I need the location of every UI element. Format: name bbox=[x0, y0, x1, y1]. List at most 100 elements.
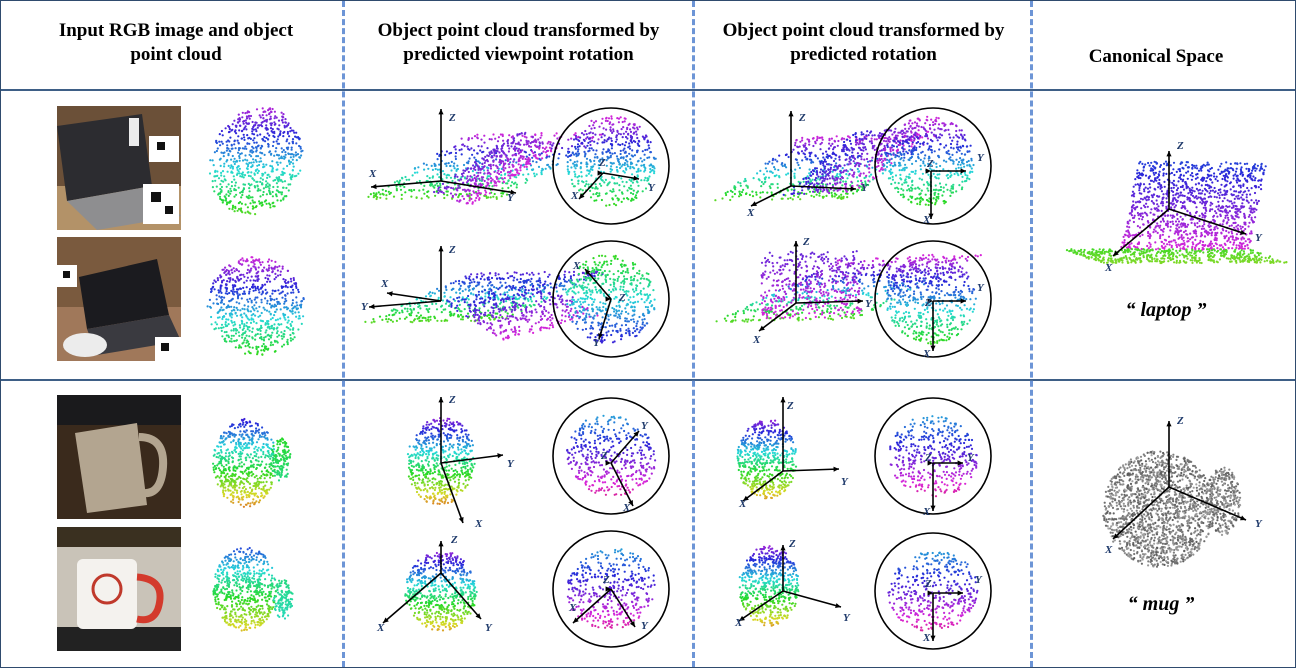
mug-vp-circle-axes-2: Z X Y bbox=[568, 574, 649, 632]
mug-input-cloud-2 bbox=[212, 546, 278, 632]
axis-label-y: Y bbox=[507, 458, 515, 470]
mug-rot-circle-2 bbox=[874, 532, 992, 650]
mug-rot-circle-axes-1: Z Y X bbox=[922, 452, 975, 518]
laptop-rot-circle-axes-1: Z Y X bbox=[922, 152, 985, 226]
mug-photo-1 bbox=[57, 395, 181, 519]
laptop-rot-circle-2 bbox=[874, 240, 992, 358]
mug-rot-axes-2: Z X Y bbox=[734, 538, 851, 629]
mug-photo-2 bbox=[57, 527, 181, 651]
mug-vp-axes-2: Z X Y bbox=[376, 534, 493, 634]
laptop-vp-circle-axes-1: Z X Y bbox=[570, 157, 656, 202]
mug-rot-circle-axes-2: Z Y X bbox=[922, 574, 983, 644]
mug-rot-circle-cloud-2 bbox=[887, 551, 979, 632]
laptop-vp-circle-cloud-1 bbox=[566, 115, 657, 207]
column-divider-1 bbox=[342, 1, 345, 667]
axis-label-x: X bbox=[922, 632, 931, 644]
mug-vp-circle-cloud-1 bbox=[566, 414, 657, 496]
laptop-rot-axes-2: Z X Y bbox=[752, 236, 873, 346]
laptop-vp-circle-cloud-2 bbox=[565, 254, 656, 344]
laptop-canonical-screen bbox=[1120, 160, 1267, 252]
axis-label-z: Z bbox=[598, 157, 606, 169]
mug-vp-circle-2 bbox=[552, 530, 670, 648]
mug-input-cloud-1 bbox=[212, 417, 278, 508]
axis-label-x: X bbox=[572, 260, 581, 272]
laptop-photo-1 bbox=[57, 106, 181, 230]
axis-label-y: Y bbox=[507, 192, 515, 204]
laptop-vp-axes-1: Z X Y bbox=[368, 109, 517, 204]
mug-input-cloud-1-handle bbox=[270, 437, 292, 482]
mug-rot-circle-1 bbox=[874, 397, 992, 515]
laptop-rot-cloud-1a bbox=[714, 133, 936, 202]
laptop-rot-cloud-2b bbox=[760, 250, 863, 320]
header-canonical-space: Canonical Space bbox=[1088, 46, 1224, 67]
header-viewpoint-rotation: Object point cloud transformed by predic… bbox=[377, 20, 660, 65]
axis-label-y: Y bbox=[361, 301, 369, 313]
axis-label-z: Z bbox=[798, 112, 806, 124]
axis-label-x: X bbox=[376, 622, 385, 634]
axis-label-x: X bbox=[474, 518, 483, 530]
laptop-rot-circle-1 bbox=[874, 107, 992, 225]
axis-label-y: Y bbox=[1255, 518, 1263, 530]
axis-label-y: Y bbox=[977, 282, 985, 294]
mug-vp-circle-axes-1: Z Y X bbox=[600, 420, 649, 514]
category-label-laptop: “ laptop ” bbox=[1125, 299, 1207, 321]
axis-label-x: X bbox=[752, 334, 761, 346]
column-divider-3 bbox=[1030, 1, 1033, 667]
axis-label-z: Z bbox=[618, 292, 626, 304]
laptop-rot-circle-cloud-2 bbox=[886, 253, 977, 345]
axis-label-z: Z bbox=[926, 158, 934, 170]
axis-label-z: Z bbox=[924, 297, 932, 309]
axis-label-x: X bbox=[746, 207, 755, 219]
mug-rot-axes-1: Z X Y bbox=[738, 397, 849, 510]
axis-label-z: Z bbox=[788, 538, 796, 550]
mug-rot-circle-cloud-1 bbox=[889, 415, 978, 498]
axis-label-y: Y bbox=[641, 420, 649, 432]
laptop-input-cloud-2 bbox=[206, 256, 305, 356]
laptop-rot-cloud-1b bbox=[782, 126, 932, 196]
mug-canonical-cloud bbox=[1102, 450, 1216, 568]
axis-label-y: Y bbox=[841, 476, 849, 488]
axis-label-z: Z bbox=[1176, 140, 1184, 152]
header-rotation: Object point cloud transformed by predic… bbox=[722, 20, 1005, 65]
axis-label-x: X bbox=[922, 348, 931, 360]
column-divider-2 bbox=[692, 1, 695, 667]
axis-label-x: X bbox=[922, 506, 931, 518]
axis-label-y: Y bbox=[593, 337, 601, 349]
laptop-canonical-base bbox=[1065, 247, 1288, 265]
mug-vp-axes-1: Z X Y bbox=[438, 394, 515, 530]
mug-vp-circle-1 bbox=[552, 397, 670, 515]
header-divider bbox=[1, 89, 1295, 91]
axis-label-z: Z bbox=[450, 534, 458, 546]
axis-label-z: Z bbox=[600, 450, 608, 462]
axis-label-x: X bbox=[368, 168, 377, 180]
mug-vp-cloud-1 bbox=[406, 417, 476, 505]
mug-rot-cloud-1 bbox=[736, 419, 798, 500]
laptop-vp-circle-axes-2: Z X Y bbox=[572, 260, 626, 349]
axis-label-y: Y bbox=[967, 452, 975, 464]
axis-label-z: Z bbox=[924, 578, 932, 590]
axis-label-x: X bbox=[570, 190, 579, 202]
axis-label-y: Y bbox=[641, 620, 649, 632]
axis-label-y: Y bbox=[975, 574, 983, 586]
axis-label-z: Z bbox=[448, 112, 456, 124]
laptop-rot-circle-cloud-1 bbox=[884, 115, 975, 207]
axis-label-z: Z bbox=[786, 400, 794, 412]
laptop-rot-axes-1: Z X Y bbox=[746, 111, 869, 219]
axis-label-z: Z bbox=[448, 394, 456, 406]
axis-label-z: Z bbox=[924, 452, 932, 464]
laptop-vp-cloud-1b bbox=[433, 131, 558, 205]
mug-canonical-axes: Z X Y bbox=[1104, 415, 1263, 556]
axis-label-x: X bbox=[922, 214, 931, 226]
axis-label-y: Y bbox=[1255, 232, 1263, 244]
axis-label-x: X bbox=[738, 498, 747, 510]
axis-label-y: Y bbox=[977, 152, 985, 164]
row-divider bbox=[1, 379, 1295, 381]
axis-label-z: Z bbox=[1176, 415, 1184, 427]
axis-label-y: Y bbox=[843, 612, 851, 624]
laptop-canonical-axes: Z X Y bbox=[1104, 140, 1263, 274]
laptop-input-cloud-1 bbox=[208, 107, 304, 216]
category-label-mug: “ mug ” bbox=[1127, 593, 1195, 615]
axis-label-x: X bbox=[1104, 544, 1113, 556]
